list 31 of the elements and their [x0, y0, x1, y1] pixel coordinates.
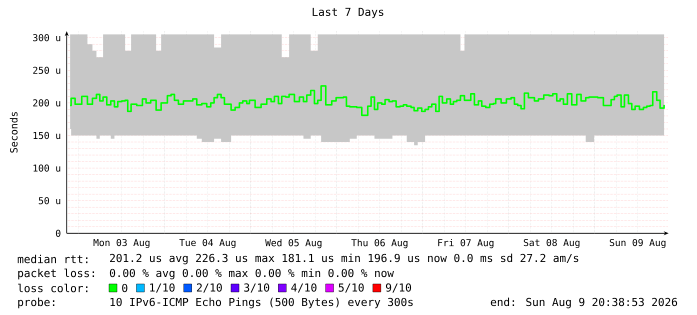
y-tick-label: 300 u	[33, 34, 60, 42]
x-tick-label: Wed 05 Aug	[265, 238, 322, 248]
text: packet loss:	[18, 268, 94, 280]
legend-label: 1/10	[150, 283, 175, 293]
legend-label: 3/10	[244, 283, 270, 293]
chart-title: Last 7 Days	[312, 8, 384, 18]
text: median rtt:	[18, 254, 88, 264]
x-tick-label: Mon 03 Aug	[94, 238, 150, 248]
text: end: Sun Aug 9 20:38:53 2026	[490, 298, 678, 308]
legend-label: 5/10	[338, 283, 364, 293]
legend-label: 0	[122, 284, 128, 292]
y-tick-label: 250 u	[33, 66, 60, 74]
legend-label: 4/10	[291, 283, 316, 293]
y-tick-label: 0	[56, 230, 60, 237]
y-tick-label: 100 u	[34, 164, 60, 172]
legend-title: loss color:	[18, 284, 88, 292]
x-tick-label: Sat 08 Aug	[524, 238, 580, 248]
y-tick-label: 150 u	[34, 132, 60, 140]
legend-label: 9/10	[386, 283, 412, 293]
x-tick-label: Thu 06 Aug	[351, 238, 408, 248]
text: probe:	[18, 298, 54, 308]
y-tick-label: 50 u	[38, 197, 60, 204]
x-tick-label: Fri 07 Aug	[438, 238, 494, 248]
y-tick-label: 200 u	[33, 99, 60, 106]
y-axis-title: Seconds	[10, 112, 18, 153]
x-tick-label: Sun 09 Aug	[610, 238, 666, 248]
text: 201.2 us avg 226.3 us max 181.1 us min 196.9 us now 0.0 ms sd 27.2 am/s	[110, 254, 578, 264]
legend-label: 2/10	[196, 283, 222, 293]
x-tick-label: Tue 04 Aug	[179, 238, 236, 248]
text: 10 IPv6-ICMP Echo Pings (500 Bytes) every 300s	[110, 298, 413, 308]
text: 0.00 % avg 0.00 % max 0.00 % min 0.00 % now	[110, 268, 394, 280]
